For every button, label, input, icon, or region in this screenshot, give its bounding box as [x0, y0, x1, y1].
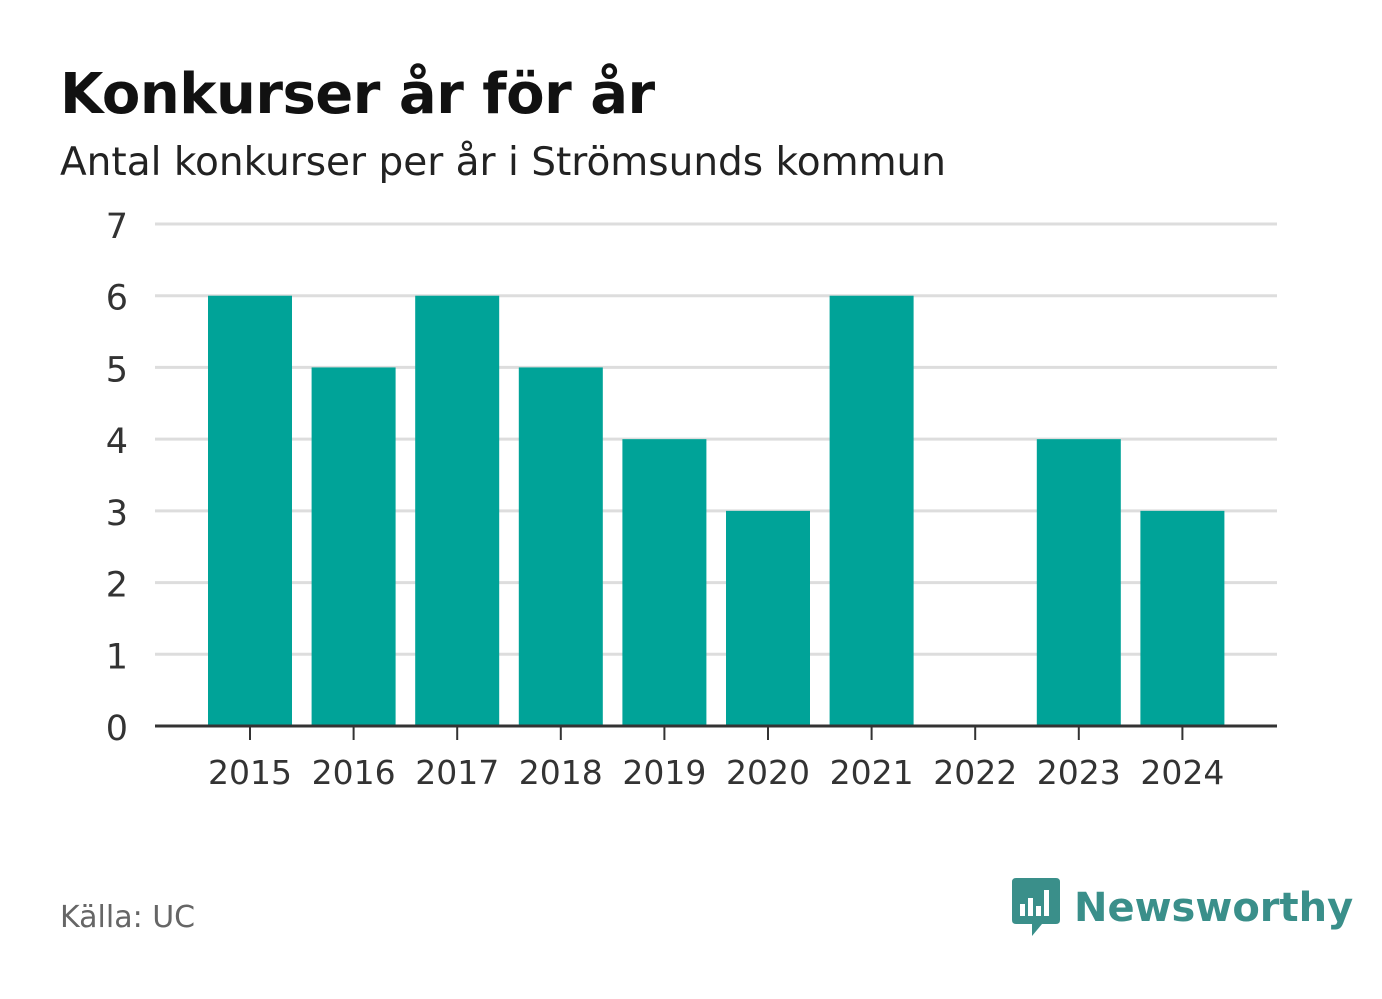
- x-tick-label: 2018: [519, 753, 603, 792]
- x-tick-label: 2016: [312, 753, 396, 792]
- bar: [311, 367, 396, 726]
- x-tick-label: 2020: [726, 753, 810, 792]
- y-tick-label: 0: [106, 709, 128, 749]
- source-label: Källa: UC: [60, 900, 196, 935]
- y-tick-label: 3: [106, 494, 128, 534]
- x-tick-label: 2015: [208, 753, 292, 792]
- bar: [1140, 510, 1225, 726]
- y-tick-label: 7: [106, 207, 128, 247]
- y-tick-label: 2: [106, 566, 128, 606]
- brand-name: Newsworthy: [1074, 885, 1354, 931]
- x-tick-label: 2022: [933, 753, 1017, 792]
- y-tick-label: 1: [106, 637, 128, 677]
- chart-title: Konkurser år för år: [60, 62, 655, 127]
- x-tick-label: 2024: [1140, 753, 1224, 792]
- y-tick-label: 6: [106, 279, 128, 319]
- bar: [415, 295, 500, 726]
- brand-logo: Newsworthy: [1010, 878, 1353, 938]
- bar: [518, 367, 603, 726]
- newsworthy-logo-icon: [1012, 878, 1060, 936]
- chart-subtitle: Antal konkurser per år i Strömsunds komm…: [60, 140, 946, 185]
- bar: [622, 439, 707, 726]
- bar: [726, 510, 810, 726]
- bar: [208, 295, 292, 726]
- x-tick-label: 2023: [1037, 753, 1121, 792]
- x-tick-label: 2019: [622, 753, 706, 792]
- bar: [1036, 439, 1121, 726]
- x-tick-label: 2017: [415, 753, 499, 792]
- y-tick-label: 5: [106, 350, 128, 390]
- y-tick-label: 4: [106, 422, 128, 462]
- bar: [829, 295, 914, 726]
- x-tick-label: 2021: [830, 753, 914, 792]
